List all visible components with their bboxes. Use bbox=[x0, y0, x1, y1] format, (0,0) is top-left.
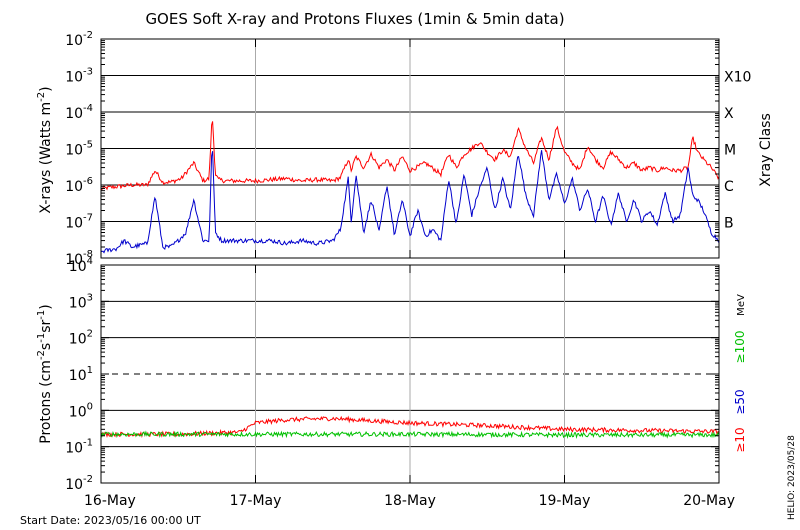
energy-unit-label: MeV bbox=[736, 294, 747, 316]
proton-ylabel-close: ) bbox=[38, 304, 54, 309]
y-tick-label: 10-2 bbox=[65, 30, 93, 49]
xray-ylabel-main: X-rays (Watts m bbox=[38, 102, 54, 214]
energy-label: ≥100 bbox=[733, 331, 747, 364]
y-tick-label: 104 bbox=[69, 256, 93, 275]
xray-vertical-grid bbox=[255, 39, 565, 258]
y-tick-label: 102 bbox=[69, 329, 93, 348]
proton-ylabel-exp1: -2 bbox=[36, 350, 47, 360]
proton-y-ticks: 10-2 10-1 100 101 102 103 104 bbox=[65, 256, 719, 493]
proton-ylabel-s: s bbox=[38, 343, 54, 350]
x-tick-label: 19-May bbox=[539, 493, 591, 509]
energy-label: ≥50 bbox=[733, 389, 747, 414]
y-tick-label: 100 bbox=[69, 401, 93, 420]
proton-ylabel-sr: sr bbox=[38, 319, 54, 332]
proton-vertical-grid bbox=[255, 265, 565, 483]
xray-class-label: X10 bbox=[724, 70, 751, 86]
xray-class-labels: B C M X X10 bbox=[724, 70, 751, 232]
x-tick-label: 18-May bbox=[384, 493, 436, 509]
y-tick-label: 10-1 bbox=[65, 438, 93, 457]
y-tick-label: 10-4 bbox=[65, 103, 93, 122]
series-line-0 bbox=[100, 121, 720, 191]
y-tick-label: 103 bbox=[69, 292, 93, 311]
xray-panel: 10-8 10-7 10-6 10-5 10-4 10-3 10-2 B C M X X10 bbox=[65, 30, 751, 268]
x-tick-label: 16-May bbox=[84, 493, 136, 509]
xray-series-group bbox=[100, 121, 720, 254]
proton-ylabel-exp2: -1 bbox=[36, 333, 47, 343]
proton-panel: 10-2 10-1 100 101 102 103 104 MeV ≥10 ≥50 ≥100 bbox=[65, 256, 747, 493]
y-tick-label: 10-3 bbox=[65, 67, 93, 86]
x-tick-label: 17-May bbox=[230, 493, 282, 509]
proton-ylabel-text: Protons (cm bbox=[38, 360, 54, 444]
start-date: Start Date: 2023/05/16 00:00 UT bbox=[20, 514, 201, 527]
proton-y-axis-label: Protons (cm-2s-1sr-1) bbox=[36, 304, 54, 443]
xray-class-label: B bbox=[724, 216, 734, 232]
helio-stamp: HELIO: 2023/05/28 bbox=[787, 435, 797, 520]
chart-title: GOES Soft X-ray and Protons Fluxes (1min… bbox=[145, 10, 564, 28]
y-tick-label: 10-7 bbox=[65, 213, 93, 232]
xray-y-axis-label: X-rays (Watts m-2) bbox=[36, 86, 54, 213]
energy-label: ≥10 bbox=[733, 427, 747, 452]
xray-class-label: C bbox=[724, 179, 734, 195]
y-tick-label: 10-2 bbox=[65, 474, 93, 493]
y-tick-label: 10-6 bbox=[65, 176, 93, 195]
series-line-1 bbox=[100, 150, 720, 254]
xray-y-ticks: 10-8 10-7 10-6 10-5 10-4 10-3 10-2 bbox=[65, 30, 719, 268]
xray-ylabel-close: ) bbox=[38, 86, 54, 91]
xray-class-label: M bbox=[724, 143, 736, 159]
xray-ylabel-exp: -2 bbox=[36, 92, 47, 102]
y-tick-label: 10-5 bbox=[65, 140, 93, 159]
x-axis-ticks: 16-May 17-May 18-May 19-May 20-May bbox=[84, 39, 735, 509]
proton-ylabel-exp3: -1 bbox=[36, 310, 47, 320]
series-line-1 bbox=[100, 430, 720, 440]
xray-class-axis-label: Xray Class bbox=[758, 113, 774, 187]
x-tick-label: 20-May bbox=[683, 493, 735, 509]
xray-class-label: X bbox=[724, 106, 734, 122]
y-tick-label: 10-8 bbox=[65, 249, 93, 268]
proton-series-group bbox=[100, 415, 720, 440]
proton-energy-labels: MeV ≥10 ≥50 ≥100 bbox=[733, 294, 747, 453]
y-tick-label: 101 bbox=[69, 365, 93, 384]
